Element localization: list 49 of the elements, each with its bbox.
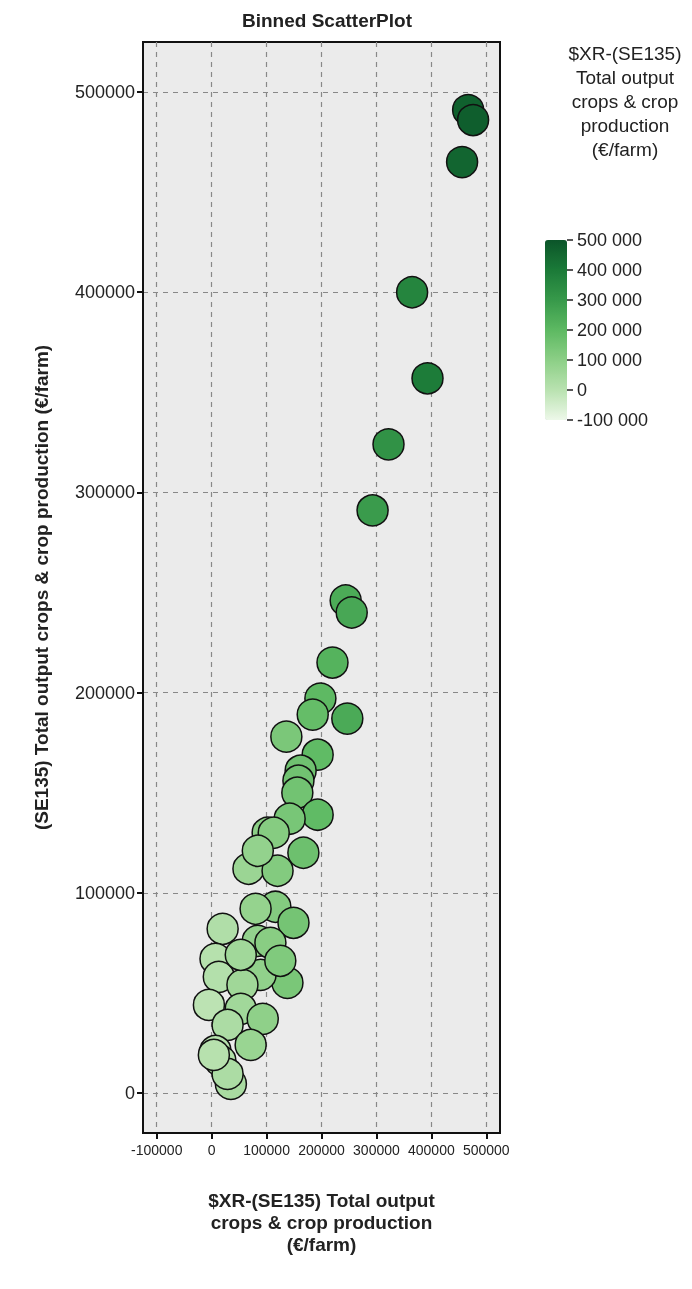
point xyxy=(281,776,314,809)
color-bar-label: 100 000 xyxy=(577,350,643,370)
y-tick-label: 200000 xyxy=(74,682,135,703)
point xyxy=(356,494,389,527)
point xyxy=(261,854,294,887)
y-tick-label: 0 xyxy=(124,1082,135,1103)
point xyxy=(192,988,226,1022)
color-bar-label: -100 000 xyxy=(577,410,649,430)
y-tick-label: 400000 xyxy=(74,282,135,303)
x-tick-label: 100000 xyxy=(243,1142,291,1158)
x-tick-label: 400000 xyxy=(407,1142,455,1158)
point xyxy=(270,720,303,753)
point xyxy=(316,646,349,679)
color-bar-label: 0 xyxy=(577,380,588,400)
point xyxy=(206,912,239,946)
point xyxy=(335,596,368,629)
point xyxy=(234,1028,267,1062)
point xyxy=(287,836,320,869)
point xyxy=(445,145,479,179)
color-bar-label: 500 000 xyxy=(577,230,643,250)
point xyxy=(264,944,297,978)
x-tick-label: -100000 xyxy=(131,1142,183,1158)
y-tick-label: 100000 xyxy=(74,882,135,903)
point xyxy=(456,103,490,137)
point xyxy=(411,362,444,395)
y-tick-label: 500000 xyxy=(74,82,135,103)
point xyxy=(372,428,405,461)
point xyxy=(239,892,272,926)
x-axis-title: $XR-(SE135) Total output crops & crop production (€/farm) xyxy=(208,1189,436,1255)
point xyxy=(211,1008,244,1042)
y-axis-title: (SE135) Total output crops & crop production (€/farm) xyxy=(31,344,52,831)
color-bar-label: 300 000 xyxy=(577,290,643,310)
point xyxy=(296,698,329,731)
point xyxy=(331,702,364,735)
x-tick-label: 500000 xyxy=(462,1142,510,1158)
x-tick-label: 0 xyxy=(207,1142,216,1158)
color-bar-label: 200 000 xyxy=(577,320,643,340)
point xyxy=(224,938,258,972)
color-bar-label: 400 000 xyxy=(577,260,643,280)
x-tick-label: 200000 xyxy=(298,1142,346,1158)
y-tick-label: 300000 xyxy=(74,482,135,503)
legend-title: $XR-(SE135) Total output crops & crop production (€/farm) xyxy=(568,42,682,160)
point xyxy=(395,275,429,309)
point xyxy=(246,1002,279,1036)
point xyxy=(301,798,334,831)
point xyxy=(241,834,275,867)
point xyxy=(277,906,310,940)
chart-title: Binned ScatterPlot xyxy=(242,10,413,31)
x-tick-label: 300000 xyxy=(353,1142,400,1158)
